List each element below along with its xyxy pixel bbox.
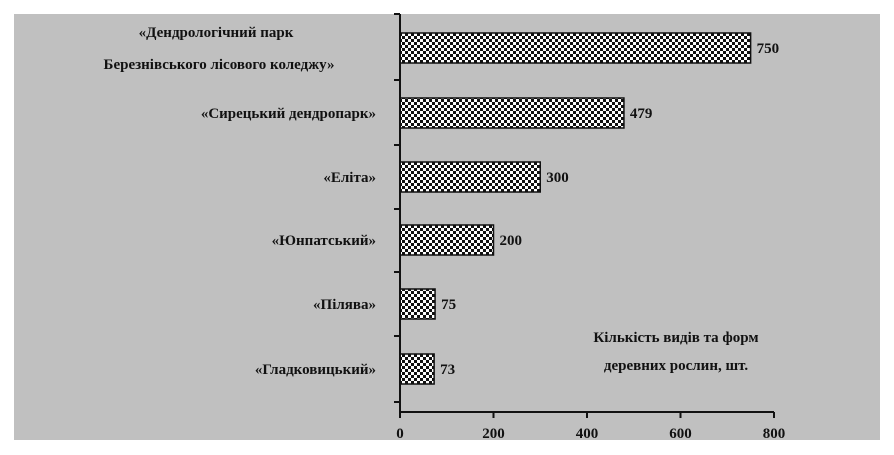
annotation: Кількість видів та форм деревних рослин, …: [593, 330, 758, 374]
data-label: 479: [630, 106, 653, 122]
annotation-line: деревних рослин, шт.: [604, 358, 748, 374]
data-label: 73: [440, 362, 455, 378]
category-label: «Дендрологічний парк Березнівського лісов…: [104, 25, 335, 73]
bar: [399, 288, 436, 320]
category-label: «Пілява»: [313, 297, 376, 313]
category-label: «Гладковицький»: [255, 362, 376, 378]
x-tick-label: 400: [576, 426, 599, 442]
bar: [399, 161, 541, 193]
bar: [399, 353, 435, 385]
x-tick-label: 600: [669, 426, 692, 442]
data-label: 75: [441, 297, 456, 313]
x-tick-label: 200: [482, 426, 505, 442]
data-label: 200: [500, 233, 523, 249]
category-label-line: «Пілява»: [313, 297, 376, 313]
data-label: 750: [757, 41, 780, 57]
category-label-line: «Юнпатський»: [272, 233, 376, 249]
data-label: 300: [546, 170, 569, 186]
annotation-line: Кількість видів та форм: [593, 330, 758, 346]
bar: [399, 32, 752, 64]
category-label-line: «Гладковицький»: [255, 362, 376, 378]
x-tick-label: 800: [763, 426, 786, 442]
category-label: «Сирецький дендропарк»: [201, 106, 376, 122]
category-label-line: «Еліта»: [323, 170, 376, 186]
category-label: «Юнпатський»: [272, 233, 376, 249]
bar: [399, 224, 495, 256]
bar: [399, 97, 625, 129]
x-tick-label: 0: [396, 426, 404, 442]
category-label: «Еліта»: [323, 170, 376, 186]
category-label-line: «Сирецький дендропарк»: [201, 106, 376, 122]
category-label-line: Березнівського лісового коледжу»: [104, 57, 335, 73]
category-label-line: «Дендрологічний парк: [139, 25, 294, 41]
